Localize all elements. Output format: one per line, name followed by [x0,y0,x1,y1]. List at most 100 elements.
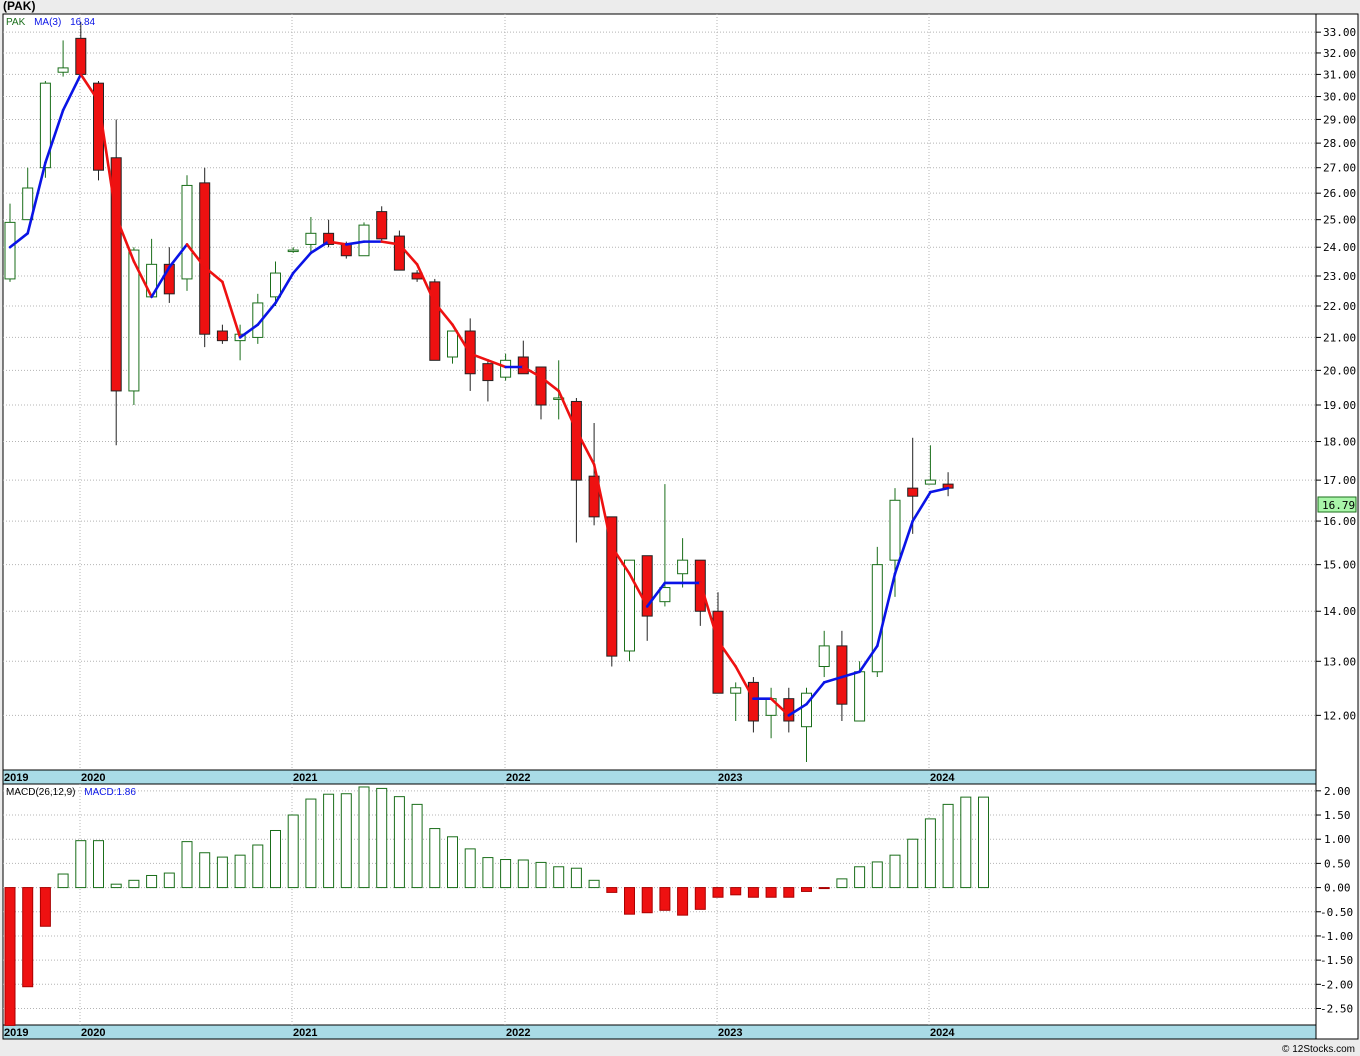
price-tick-label: 16.00 [1323,515,1356,528]
candle [447,330,458,364]
ma-segment [840,670,861,679]
macd-bar [570,867,582,889]
candle-body [535,366,547,406]
price-tick-label: 21.00 [1323,331,1356,344]
price-tick-label: 23.00 [1323,270,1356,283]
candle-body [305,232,317,245]
ma-segment [911,490,932,523]
macd-tick-label: -1.00 [1320,930,1353,943]
candle-body [393,235,405,271]
macd-tick-label: -2.00 [1320,978,1353,991]
ma-segment [415,263,437,305]
candle-body [216,330,228,342]
right-scale-background [1315,13,1359,1040]
candle [606,516,618,667]
candle-body [163,263,175,295]
price-tick-label: 15.00 [1323,559,1356,572]
chart-title: (PAK) [3,0,35,13]
candle-body [624,559,635,652]
macd-bar [4,887,16,1026]
candle [482,360,494,402]
ma-segment [203,265,224,284]
price-panel [2,13,1317,771]
price-tick-label: 27.00 [1323,162,1356,175]
macd-bar [270,829,281,889]
price-tick-label: 22.00 [1323,300,1356,313]
ma-segment [132,260,153,299]
macd-bar [712,887,724,898]
year-label: 2022 [506,1027,530,1039]
macd-bar [694,887,706,910]
price-tick-label: 29.00 [1323,113,1356,126]
macd-bar [624,887,635,915]
candle [358,222,370,257]
price-tick-label: 33.00 [1323,26,1356,39]
candle [659,484,671,607]
candle-body [270,272,281,298]
price-tick-label: 30.00 [1323,91,1356,104]
ma-segment [575,429,596,466]
macd-bar [978,796,989,889]
price-tick-label: 32.00 [1323,47,1356,60]
ma-segment [97,99,118,219]
macd-bar [765,887,777,898]
legend-ma-label: MA(3) [34,17,61,28]
last-price-label: 16.79 [1322,499,1355,512]
ma-segment [875,572,897,648]
candle-body [110,157,122,392]
macd-tick-label: -2.50 [1320,1002,1353,1015]
macd-histogram [4,786,989,1026]
price-tick-label: 13.00 [1323,655,1356,668]
ma-segment [8,232,30,249]
ma-segment [168,243,189,269]
candle-body [889,499,901,561]
year-label: 2022 [506,772,530,784]
candle [163,247,175,303]
price-tick-label: 26.00 [1323,187,1356,200]
macd-bar [110,883,122,889]
macd-bar [39,887,51,927]
candle-body [57,67,69,73]
macd-bar [305,798,317,889]
macd-bar [199,852,211,889]
candle [110,119,122,446]
macd-bar [75,840,87,889]
macd-bar [482,857,494,889]
candle [924,445,936,485]
macd-bar [128,879,140,889]
candle-body [712,610,724,694]
macd-bar [836,878,848,889]
candle-body [287,249,299,253]
price-tick-labels: 12.00 13.00 14.00 15.00 16.00 17.00 18.00 19.00… [1316,26,1356,722]
macd-bar [500,859,512,889]
macd-bar [818,887,830,890]
ma-segment [238,323,260,339]
ma-segment [716,639,738,668]
candle-body [429,281,441,361]
candle-body [871,564,883,673]
macd-bar [889,854,901,889]
candle-body [340,243,352,257]
macd-bar [216,856,228,889]
price-axis-band [2,769,1317,785]
macd-bar [93,840,104,889]
candle-body [907,487,919,497]
price-tick-label: 31.00 [1323,68,1356,81]
macd-bar [783,887,795,898]
macd-bar [606,887,618,893]
candle-body [570,400,582,481]
candle-body [659,587,671,603]
candle-body [730,687,742,694]
macd-bar [588,879,600,889]
macd-bar [553,866,565,889]
macd-bar [464,848,476,889]
ma-segment [150,265,171,299]
legend-ma-value: 16.84 [70,17,95,28]
ma-segment [929,486,950,494]
candle [199,167,211,348]
svg-text:MACD(26,12,9) MACD:1.86: MACD(26,12,9) MACD:1.86 [6,787,136,798]
macd-bar [393,796,405,889]
macd-bar [641,887,653,914]
ma-segment [858,644,879,674]
year-label: 2021 [293,772,317,784]
